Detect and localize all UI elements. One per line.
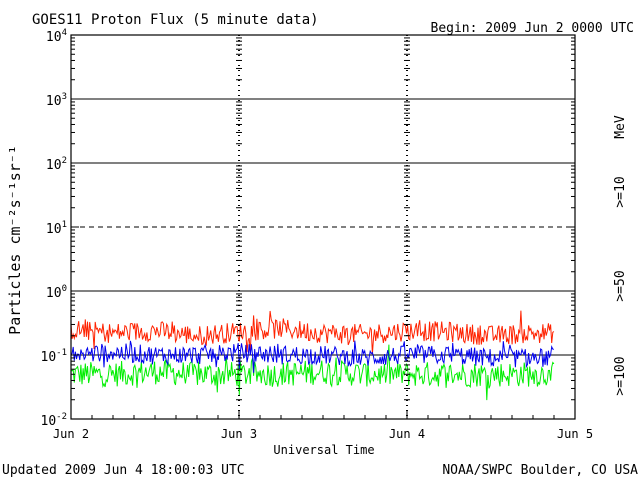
legend-series-ge100: >=100 bbox=[613, 356, 628, 395]
y-tick-label: 103 bbox=[46, 92, 67, 109]
y-tick-label: 101 bbox=[46, 220, 67, 237]
y-tick-label: 10-1 bbox=[41, 348, 68, 365]
begin-date: Begin: 2009 Jun 2 0000 UTC bbox=[431, 21, 635, 36]
legend-series-ge10: >=10 bbox=[613, 176, 628, 207]
x-tick-label: Jun 3 bbox=[221, 427, 257, 441]
x-axis-label: Universal Time bbox=[273, 443, 374, 457]
updated-timestamp: Updated 2009 Jun 4 18:00:03 UTC bbox=[2, 463, 245, 478]
plot-series bbox=[70, 310, 555, 401]
series-line-ge50 bbox=[70, 340, 554, 373]
series-line-ge10 bbox=[70, 310, 555, 355]
series-line-ge100 bbox=[70, 344, 555, 401]
y-tick-label: 104 bbox=[46, 28, 67, 45]
legend-series-ge50: >=50 bbox=[613, 270, 628, 301]
y-axis-ticks: 10-2 10-1 100 101 102 103 104 bbox=[41, 28, 575, 429]
x-tick-label: Jun 4 bbox=[389, 427, 425, 441]
legend-unit: MeV bbox=[613, 115, 628, 139]
y-tick-label: 102 bbox=[46, 156, 67, 173]
y-axis-label: Particles cm⁻²s⁻¹sr⁻¹ bbox=[6, 145, 24, 335]
y-tick-label: 10-2 bbox=[41, 412, 68, 429]
y-tick-label: 100 bbox=[46, 284, 67, 301]
credit-text: NOAA/SWPC Boulder, CO USA bbox=[442, 463, 638, 478]
legend: MeV >=10 >=50 >=100 bbox=[613, 115, 628, 395]
x-axis-ticks: Jun 2 Jun 3 Jun 4 Jun 5 bbox=[53, 411, 593, 441]
x-tick-label: Jun 2 bbox=[53, 427, 89, 441]
chart-title: GOES11 Proton Flux (5 minute data) bbox=[32, 12, 319, 28]
x-tick-label: Jun 5 bbox=[557, 427, 593, 441]
